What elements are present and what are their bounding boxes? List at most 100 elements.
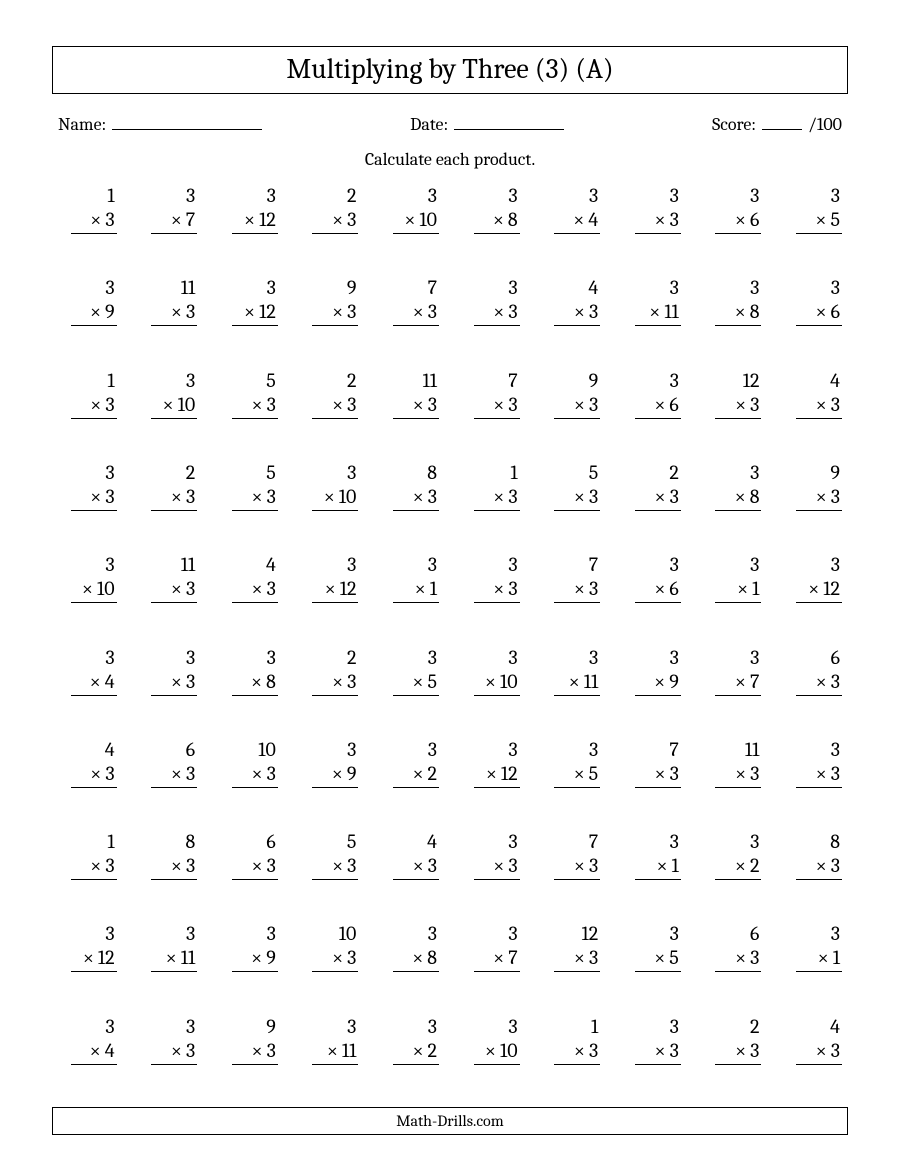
multiplier-row: × 3: [151, 854, 197, 880]
multiplier-row: × 10: [312, 485, 358, 511]
problem: 10× 3: [215, 738, 282, 812]
problem: 2× 3: [296, 369, 363, 443]
name-blank[interactable]: [112, 112, 262, 130]
multiplicand: 8: [427, 461, 439, 485]
multiplier-row: × 3: [554, 393, 600, 419]
multiplier-row: × 11: [312, 1039, 358, 1065]
multiplicand: 6: [831, 646, 842, 670]
multiplicand: 3: [670, 369, 681, 393]
multiplicand: 3: [508, 184, 519, 208]
problem: 3× 3: [618, 1015, 685, 1089]
multiplier-row: × 3: [393, 393, 439, 419]
multiplicand: 3: [670, 184, 681, 208]
multiplicand: 4: [266, 553, 278, 577]
multiplicand: 3: [750, 830, 761, 854]
score-suffix: /100: [808, 114, 842, 135]
problem: 3× 11: [538, 646, 605, 720]
multiplier-row: × 10: [151, 393, 197, 419]
multiplier-row: × 3: [554, 577, 600, 603]
multiplicand: 2: [186, 461, 197, 485]
multiplicand: 3: [508, 553, 519, 577]
multiplier-row: × 3: [474, 393, 520, 419]
multiplier-row: × 11: [151, 946, 197, 972]
multiplicand: 3: [508, 738, 519, 762]
multiplier-row: × 9: [71, 300, 117, 326]
problem: 9× 3: [215, 1015, 282, 1089]
multiplier-row: × 5: [554, 762, 600, 788]
multiplicand: 2: [347, 369, 358, 393]
problem: 3× 5: [618, 922, 685, 996]
multiplicand: 3: [105, 553, 116, 577]
date-field: Date:: [410, 112, 564, 135]
multiplier-row: × 5: [635, 946, 681, 972]
multiplier-row: × 5: [393, 670, 439, 696]
problem: 3× 5: [376, 646, 443, 720]
multiplicand: 1: [107, 830, 116, 854]
problem: 4× 3: [779, 1015, 846, 1089]
multiplicand: 3: [105, 922, 116, 946]
multiplicand: 2: [347, 646, 358, 670]
score-field: Score: /100: [712, 112, 842, 135]
multiplicand: 2: [750, 1015, 761, 1039]
multiplier-row: × 3: [474, 577, 520, 603]
footer-text: Math-Drills.com: [396, 1112, 504, 1130]
score-blank[interactable]: [762, 112, 802, 130]
multiplier-row: × 3: [474, 854, 520, 880]
multiplicand: 12: [743, 369, 762, 393]
multiplicand: 3: [267, 922, 278, 946]
multiplier-row: × 3: [796, 485, 842, 511]
multiplier-row: × 3: [312, 946, 358, 972]
multiplier-row: × 4: [71, 670, 117, 696]
multiplier-row: × 3: [715, 762, 761, 788]
multiplier-row: × 3: [393, 300, 439, 326]
problem: 1× 3: [54, 184, 121, 258]
multiplier-row: × 6: [715, 208, 761, 234]
date-blank[interactable]: [454, 112, 564, 130]
problem: 9× 3: [538, 369, 605, 443]
multiplier-row: × 3: [554, 300, 600, 326]
problem: 3× 9: [215, 922, 282, 996]
multiplier-row: × 3: [393, 485, 439, 511]
problem: 3× 6: [699, 184, 766, 258]
problem: 7× 3: [538, 553, 605, 627]
multiplicand: 11: [181, 553, 197, 577]
problem: 6× 3: [135, 738, 202, 812]
problem: 3× 2: [376, 1015, 443, 1089]
multiplier-row: × 1: [635, 854, 681, 880]
problem: 3× 12: [215, 276, 282, 350]
problem: 1× 3: [538, 1015, 605, 1089]
problem: 5× 3: [215, 369, 282, 443]
multiplicand: 3: [670, 1015, 681, 1039]
multiplier-row: × 12: [474, 762, 520, 788]
multiplicand: 3: [186, 369, 197, 393]
problem: 3× 1: [779, 922, 846, 996]
problem: 3× 1: [376, 553, 443, 627]
multiplier-row: × 3: [635, 1039, 681, 1065]
multiplier-row: × 3: [71, 854, 117, 880]
multiplier-row: × 3: [71, 393, 117, 419]
multiplier-row: × 3: [232, 854, 278, 880]
multiplicand: 3: [105, 646, 116, 670]
problem: 3× 8: [699, 461, 766, 535]
multiplier-row: × 3: [393, 854, 439, 880]
multiplicand: 9: [589, 369, 601, 393]
multiplier-row: × 3: [554, 854, 600, 880]
multiplier-row: × 11: [554, 670, 600, 696]
problem: 3× 12: [215, 184, 282, 258]
multiplicand: 3: [670, 276, 681, 300]
problem: 3× 3: [54, 461, 121, 535]
multiplier-row: × 3: [796, 393, 842, 419]
problem: 3× 11: [296, 1015, 363, 1089]
problem: 3× 5: [779, 184, 846, 258]
problem: 3× 8: [457, 184, 524, 258]
multiplier-row: × 10: [71, 577, 117, 603]
problem: 3× 10: [457, 1015, 524, 1089]
problem: 3× 4: [538, 184, 605, 258]
multiplier-row: × 7: [715, 670, 761, 696]
problem: 3× 11: [135, 922, 202, 996]
problem: 3× 3: [457, 830, 524, 904]
multiplicand: 3: [267, 184, 278, 208]
problem: 2× 3: [296, 646, 363, 720]
multiplier-row: × 3: [312, 208, 358, 234]
multiplicand: 3: [428, 738, 439, 762]
